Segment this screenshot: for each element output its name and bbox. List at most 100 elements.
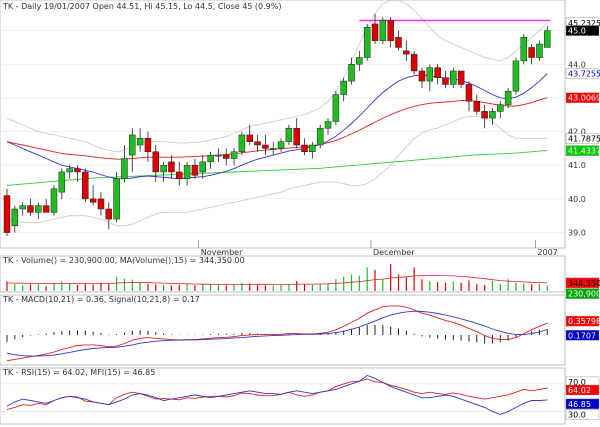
candle-body [97,198,105,210]
candle-body [473,101,481,112]
mfi-line [6,374,548,415]
price-axis: 45.044.043.042.041.040.039.0 [568,27,586,238]
candle-body [74,168,81,173]
macd-line [6,305,548,362]
price-tag-2-bg [565,68,600,79]
candle-body [19,205,26,210]
volume-panel: 344,350 230,900 TK - Volume() = 230,900.0… [0,255,600,299]
price-tick-label: 44.0 [568,60,586,69]
price-tag-5-bg [565,145,600,156]
volume-tag-vol: 230,900 [568,290,600,299]
volume-tag-ma-bg [565,277,600,289]
candle-body [442,77,449,85]
candle-body [544,30,551,48]
candle-body [418,70,426,82]
candle-body [254,141,261,146]
candle-body [387,20,394,41]
candle-body [285,127,293,142]
candle-body [89,198,97,203]
candle-body [35,205,42,213]
candle-body [191,164,199,176]
volume-panel-title: TK - Volume() = 230,900.00, MA(Volume(),… [2,256,245,265]
candle-body [121,158,128,179]
candle-body [3,195,11,233]
candle-body [512,60,520,92]
candle-body [504,90,512,105]
candle-body [489,111,496,119]
candle-body [58,171,66,193]
candle-body [269,148,277,150]
price-tag-2: 43.7255 [568,70,600,79]
candle-body [465,84,473,102]
candle-body [113,178,120,220]
price-tag-4: 41.7875 [568,135,600,144]
price-panel: 45.044.043.042.041.040.039.0 45.232545.0… [0,0,600,257]
moving-averages [6,73,548,186]
volume-bars [6,263,548,291]
macd-tag-macd-bg [565,315,600,327]
candle-body [528,47,535,58]
candle-body [207,154,214,163]
rsi-panel-title: TK - RSI(15) = 64.02, MFI(15) = 46.85 [2,368,155,377]
ma-long-line [6,150,548,186]
candle-body [426,67,434,82]
rsi-tag-mfi: 46.85 [568,400,591,409]
rsi-tag-70: 70.0 [568,378,586,387]
candle-body [324,121,332,129]
candle-body [450,70,457,85]
month-label: December [373,248,415,257]
price-candles [3,13,551,236]
candle-body [457,70,465,85]
rsi-tag-mfi-bg [565,398,600,410]
price-tick-label: 41.0 [568,161,586,170]
price-tag-4-bg [565,133,600,144]
candle-body [309,144,316,153]
band-upper-line [6,0,548,153]
price-tick-label: 39.0 [568,229,586,238]
candle-body [497,104,504,112]
rsi-panel-frame [0,367,566,425]
macd-panel: 0.357988 0.1707 TK - MACD(10,21) = 0.36, … [0,294,600,366]
candle-body [246,134,253,142]
price-panel-title: TK - Daily 19/01/2007 Open 44.51, Hi 45.… [2,2,282,11]
price-tag-1-bg [565,25,600,36]
candle-body [395,37,402,48]
volume-tag-ma: 344,350 [568,279,600,288]
volume-value-tags: 344,350 230,900 [565,277,600,299]
candle-body [363,26,371,58]
ma-short-line [6,73,548,180]
macd-tag-macd: 0.357988 [568,317,600,326]
rsi-tag-30-bg [565,409,600,420]
candle-body [144,138,152,153]
band-lower-line [6,116,548,227]
candle-body [410,53,418,72]
price-tick-label: 42.0 [568,128,586,137]
candle-body [105,208,113,220]
volume-tag-vol-bg [565,288,600,299]
candle-body [403,50,410,55]
candle-body [160,164,167,173]
candle-body [301,144,308,153]
candle-body [238,134,246,153]
price-panel-frame [0,0,566,249]
macd-tag-signal: 0.1707 [568,331,596,340]
candle-body [11,208,19,227]
macd-tag-signal-bg [565,330,600,341]
ma-mid-line [6,97,548,160]
candle-body [50,188,58,213]
candle-body [183,164,191,179]
candle-body [262,144,269,149]
candle-body [481,111,488,119]
candle-body [536,43,543,58]
candle-body [66,168,73,173]
volume-ma-line [6,274,548,285]
candle-body [199,161,206,173]
candle-body [277,141,285,149]
rsi-panel: 70.064.02 46.85 30.0 TK - RSI(15) = 64.02,… [0,367,600,425]
candle-body [434,67,441,78]
macd-panel-title: TK - MACD(10,21) = 0.36, Signal(10,21,8)… [2,295,200,304]
price-tag-3: 43.0069 [568,94,600,103]
rsi-tag-rsi: 64.02 [568,386,591,395]
macd-panel-frame [0,294,566,366]
